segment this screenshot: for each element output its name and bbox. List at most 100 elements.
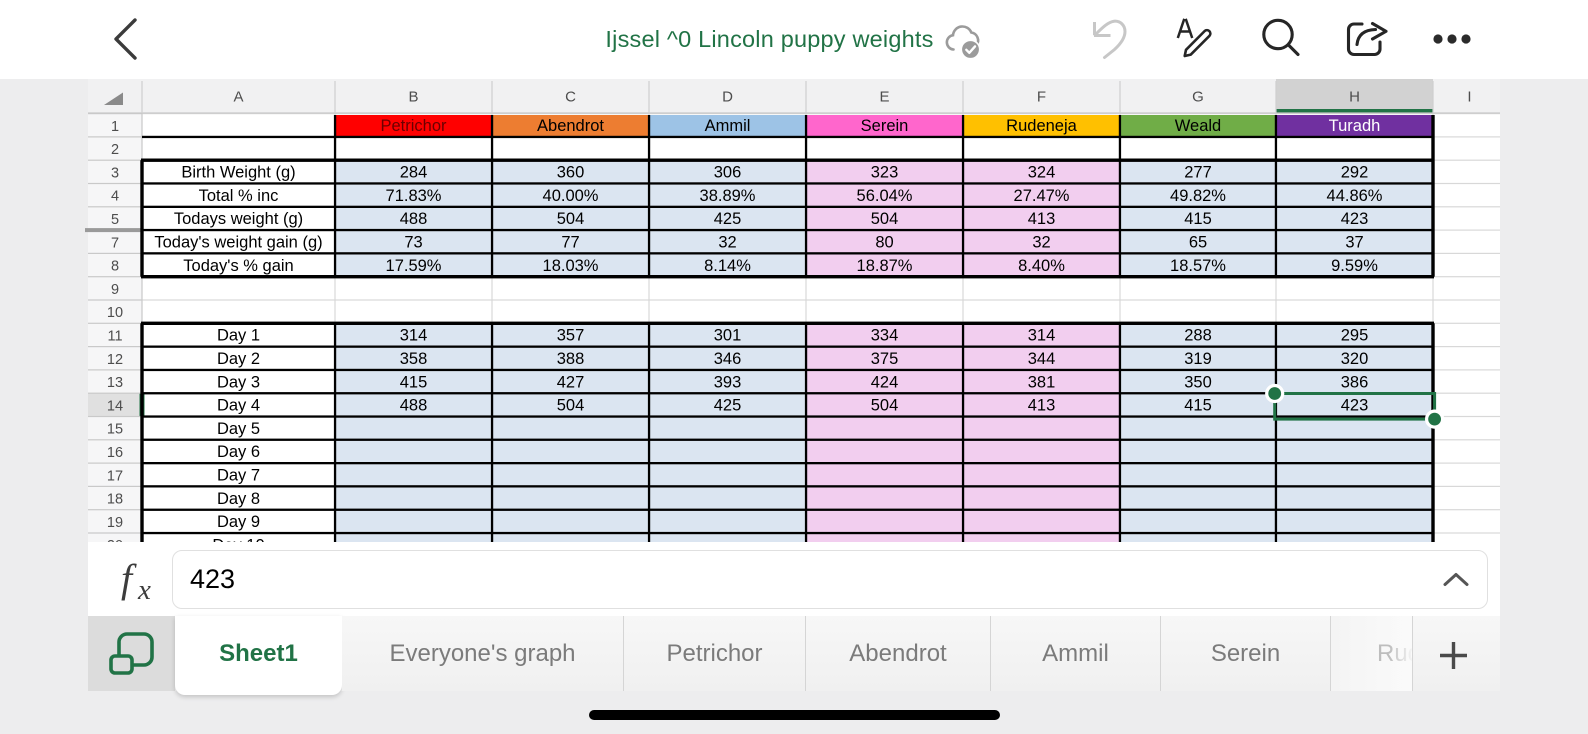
svg-text:350: 350 xyxy=(1184,373,1212,391)
svg-text:488: 488 xyxy=(400,210,428,228)
svg-text:388: 388 xyxy=(557,350,585,368)
svg-text:319: 319 xyxy=(1184,350,1212,368)
svg-text:277: 277 xyxy=(1184,164,1212,182)
svg-text:8.40%: 8.40% xyxy=(1018,257,1065,275)
svg-text:Day 5: Day 5 xyxy=(217,420,260,438)
svg-text:344: 344 xyxy=(1028,350,1056,368)
svg-text:504: 504 xyxy=(871,397,899,415)
svg-text:324: 324 xyxy=(1028,164,1056,182)
svg-text:10: 10 xyxy=(107,305,123,321)
svg-text:49.82%: 49.82% xyxy=(1170,187,1226,205)
svg-text:11: 11 xyxy=(107,329,122,345)
svg-text:71.83%: 71.83% xyxy=(386,187,442,205)
svg-text:360: 360 xyxy=(557,164,585,182)
svg-text:393: 393 xyxy=(714,373,742,391)
svg-text:320: 320 xyxy=(1341,350,1369,368)
svg-text:334: 334 xyxy=(871,327,899,345)
svg-text:8: 8 xyxy=(111,259,119,275)
svg-text:Todays weight (g): Todays weight (g) xyxy=(174,210,303,228)
svg-text:415: 415 xyxy=(1184,397,1212,415)
svg-text:17.59%: 17.59% xyxy=(386,257,442,275)
svg-text:12: 12 xyxy=(107,352,123,368)
svg-text:73: 73 xyxy=(404,234,422,252)
svg-text:1: 1 xyxy=(111,119,119,135)
svg-text:Day 6: Day 6 xyxy=(217,443,260,461)
svg-text:358: 358 xyxy=(400,350,428,368)
svg-text:381: 381 xyxy=(1028,373,1056,391)
svg-text:Day 9: Day 9 xyxy=(217,513,260,531)
svg-text:386: 386 xyxy=(1341,373,1369,391)
svg-text:8.14%: 8.14% xyxy=(704,257,751,275)
svg-text:7: 7 xyxy=(111,235,119,251)
svg-text:Birth Weight (g): Birth Weight (g) xyxy=(181,164,295,182)
svg-text:32: 32 xyxy=(718,234,736,252)
svg-text:f: f xyxy=(121,556,137,601)
svg-text:Day 1: Day 1 xyxy=(217,327,260,345)
svg-text:288: 288 xyxy=(1184,327,1212,345)
svg-text:424: 424 xyxy=(871,373,899,391)
svg-text:56.04%: 56.04% xyxy=(857,187,913,205)
svg-text:15: 15 xyxy=(107,422,123,438)
svg-text:44.86%: 44.86% xyxy=(1327,187,1383,205)
svg-text:Ammil: Ammil xyxy=(705,117,751,135)
svg-text:2: 2 xyxy=(111,142,119,158)
svg-text:18: 18 xyxy=(107,492,123,508)
svg-text:9.59%: 9.59% xyxy=(1331,257,1378,275)
svg-text:423: 423 xyxy=(1341,397,1369,415)
svg-text:425: 425 xyxy=(714,210,742,228)
svg-text:H: H xyxy=(1349,89,1360,106)
svg-text:504: 504 xyxy=(557,397,585,415)
svg-text:323: 323 xyxy=(871,164,899,182)
svg-text:5: 5 xyxy=(111,212,119,228)
svg-text:314: 314 xyxy=(1028,327,1056,345)
svg-text:413: 413 xyxy=(1028,397,1056,415)
svg-text:357: 357 xyxy=(557,327,585,345)
svg-text:14: 14 xyxy=(107,398,123,414)
svg-text:37: 37 xyxy=(1345,234,1363,252)
svg-text:Today's weight gain (g): Today's weight gain (g) xyxy=(154,234,322,252)
svg-text:3: 3 xyxy=(111,165,119,181)
svg-text:13: 13 xyxy=(107,375,123,391)
svg-text:I: I xyxy=(1467,89,1471,106)
svg-text:292: 292 xyxy=(1341,164,1369,182)
svg-text:19: 19 xyxy=(107,515,123,531)
svg-text:314: 314 xyxy=(400,327,428,345)
svg-text:Abendrot: Abendrot xyxy=(537,117,604,135)
svg-text:32: 32 xyxy=(1032,234,1050,252)
svg-text:415: 415 xyxy=(1184,210,1212,228)
svg-text:Day 10: Day 10 xyxy=(212,536,264,542)
svg-text:65: 65 xyxy=(1189,234,1207,252)
svg-text:80: 80 xyxy=(875,234,893,252)
svg-text:427: 427 xyxy=(557,373,585,391)
svg-text:9: 9 xyxy=(111,282,119,298)
svg-text:Day 7: Day 7 xyxy=(217,467,260,485)
svg-text:B: B xyxy=(408,89,418,106)
svg-text:77: 77 xyxy=(561,234,579,252)
svg-text:40.00%: 40.00% xyxy=(543,187,599,205)
svg-text:Day 8: Day 8 xyxy=(217,490,260,508)
svg-text:306: 306 xyxy=(714,164,742,182)
svg-text:C: C xyxy=(565,89,576,106)
svg-text:17: 17 xyxy=(107,468,123,484)
svg-text:20: 20 xyxy=(107,538,123,542)
svg-text:284: 284 xyxy=(400,164,428,182)
svg-text:16: 16 xyxy=(107,445,123,461)
svg-text:301: 301 xyxy=(714,327,742,345)
svg-text:38.89%: 38.89% xyxy=(700,187,756,205)
svg-text:4: 4 xyxy=(111,189,119,205)
svg-text:415: 415 xyxy=(400,373,428,391)
svg-text:A: A xyxy=(233,89,243,106)
svg-text:346: 346 xyxy=(714,350,742,368)
svg-text:E: E xyxy=(879,89,889,106)
svg-text:18.87%: 18.87% xyxy=(857,257,913,275)
svg-text:Serein: Serein xyxy=(861,117,909,135)
svg-text:Petrichor: Petrichor xyxy=(380,117,447,135)
svg-text:504: 504 xyxy=(871,210,899,228)
svg-text:295: 295 xyxy=(1341,327,1369,345)
svg-text:Total % inc: Total % inc xyxy=(199,187,279,205)
svg-text:504: 504 xyxy=(557,210,585,228)
svg-text:Day 3: Day 3 xyxy=(217,373,260,391)
svg-text:423: 423 xyxy=(1341,210,1369,228)
svg-text:375: 375 xyxy=(871,350,899,368)
svg-text:413: 413 xyxy=(1028,210,1056,228)
